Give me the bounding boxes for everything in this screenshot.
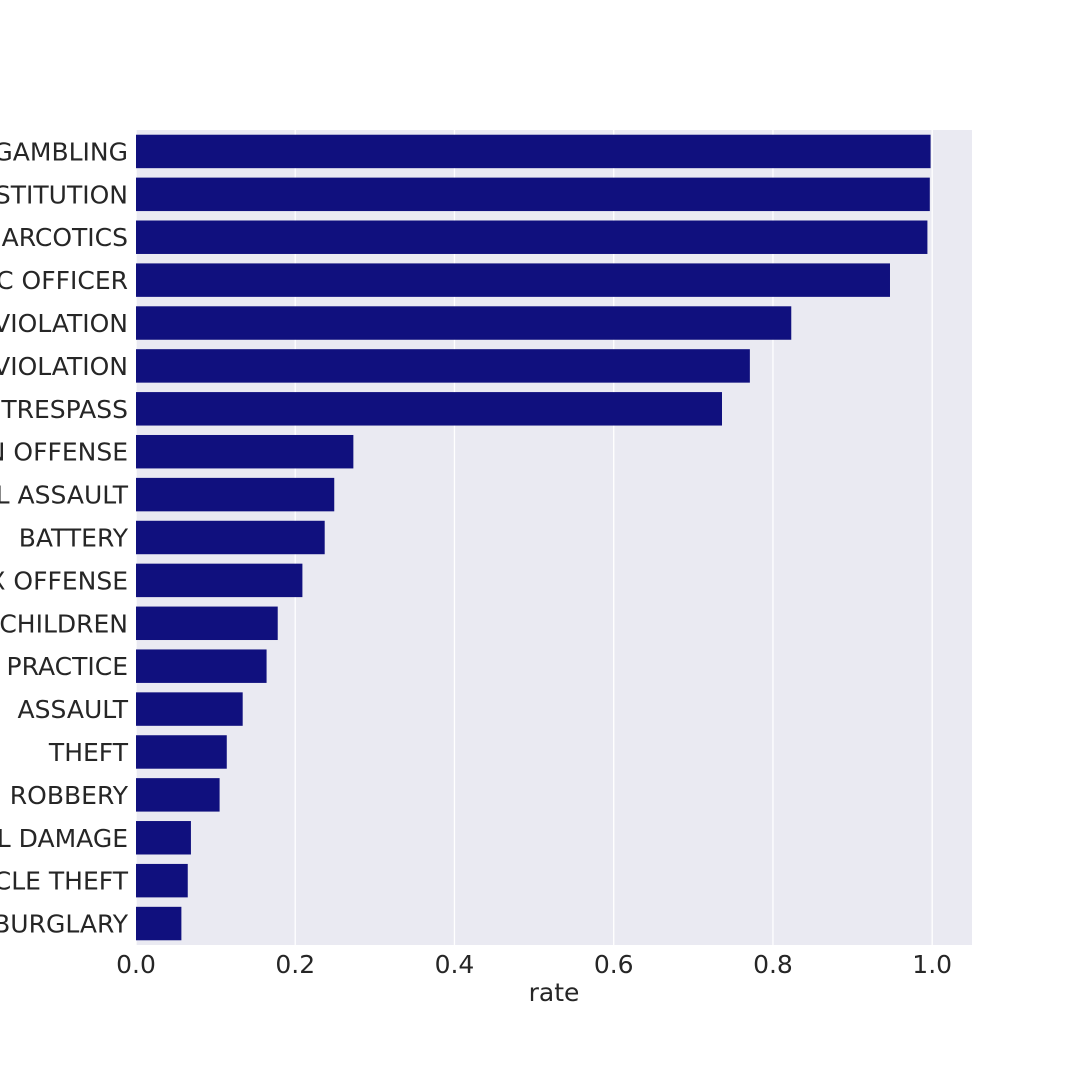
y-tick-label: DECEPTIVE PRACTICE [0, 652, 128, 681]
y-tick-label: BURGLARY [0, 910, 129, 939]
x-tick-label: 0.8 [753, 950, 793, 979]
y-tick-label: LIQUOR LAW VIOLATION [0, 309, 128, 338]
bar [136, 692, 243, 726]
y-tick-label: GAMBLING [0, 137, 128, 166]
y-tick-label: MOTOR VEHICLE THEFT [0, 867, 129, 896]
y-tick-label: ROBBERY [10, 781, 129, 810]
y-tick-label: CRIM SEXUAL ASSAULT [0, 481, 129, 510]
bar [136, 606, 278, 641]
x-tick-label: 0.6 [594, 950, 634, 979]
bar [136, 306, 792, 340]
y-tick-label: ASSAULT [18, 695, 129, 724]
bar [136, 821, 191, 855]
bar [136, 563, 303, 598]
bar [136, 220, 928, 254]
x-tick-label: 0.0 [116, 950, 156, 979]
bar [136, 906, 182, 941]
y-tick-label: CRIMINAL DAMAGE [0, 824, 128, 853]
x-axis-title: rate [529, 978, 580, 1007]
bar [136, 477, 335, 512]
bar [136, 134, 931, 169]
x-tick-label: 1.0 [912, 950, 952, 979]
bar [136, 434, 354, 469]
bar [136, 649, 267, 683]
x-tick-label: 0.4 [435, 950, 475, 979]
bar [136, 863, 188, 898]
bar [136, 349, 750, 383]
bars [136, 134, 931, 941]
bar [136, 263, 890, 297]
y-tick-label: CRIMINAL TRESPASS [0, 395, 128, 424]
y-tick-label: PUBLIC PEACE VIOLATION OFFENSE [0, 438, 128, 467]
y-tick-label: THEFT [48, 738, 129, 767]
bar [136, 177, 930, 212]
x-tick-label: 0.2 [275, 950, 315, 979]
bar [136, 520, 325, 555]
bar [136, 778, 220, 812]
y-tick-label: INTERFERENCE WITH PUBLIC OFFICER [0, 266, 128, 295]
y-tick-label: BATTERY [19, 524, 129, 553]
x-tick-labels: 0.0 0.2 0.4 0.6 0.8 1.0 [116, 950, 952, 979]
y-tick-label: WEAPONS VIOLATION [0, 352, 128, 381]
bar [136, 392, 722, 426]
y-tick-label: SEX OFFENSE [0, 566, 128, 595]
bar [136, 735, 227, 769]
y-tick-label: OFFENSE INVOLVING CHILDREN [0, 609, 128, 638]
y-tick-label: PROSTITUTION [0, 180, 128, 209]
